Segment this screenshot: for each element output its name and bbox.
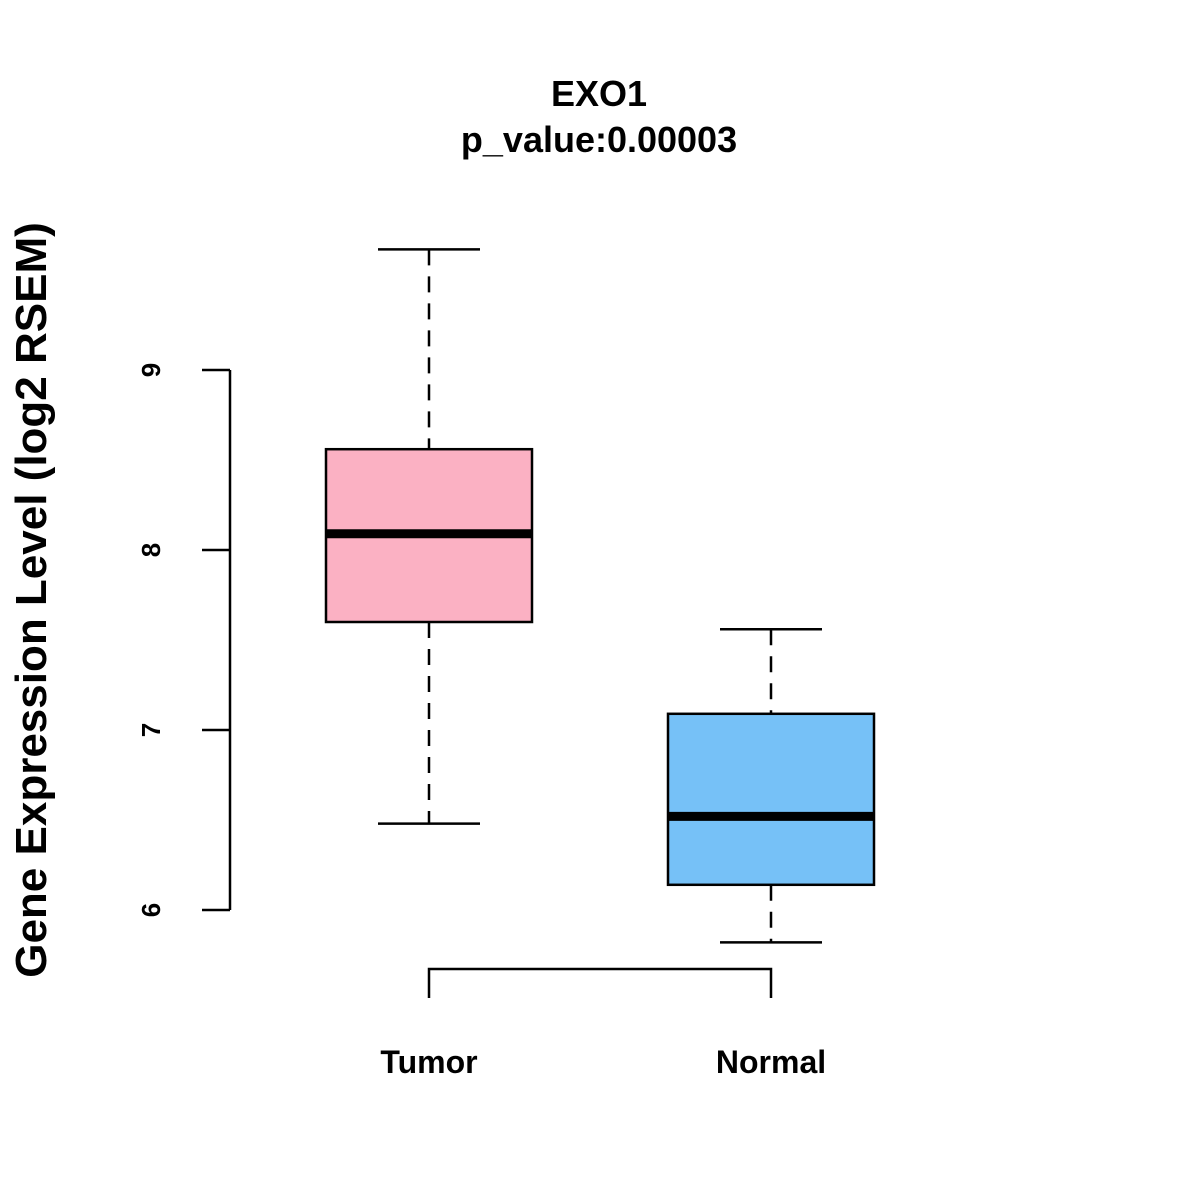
category-label-normal: Normal — [716, 1044, 826, 1080]
y-axis: 6 7 8 9 — [136, 363, 232, 917]
boxes-group — [324, 248, 876, 944]
y-tick-label-7: 7 — [136, 723, 166, 737]
box-tumor — [324, 248, 534, 825]
iqr-box-normal — [666, 712, 876, 887]
y-tick-label-8: 8 — [136, 543, 166, 557]
y-tick-label-9: 9 — [136, 363, 166, 377]
category-labels: Tumor Normal — [380, 1044, 826, 1080]
box-normal — [666, 627, 876, 944]
comparison-bracket — [427, 967, 773, 998]
bracket-line — [427, 967, 773, 998]
y-axis-label: Gene Expression Level (log2 RSEM) — [7, 222, 56, 978]
y-tick-label-6: 6 — [136, 903, 166, 917]
category-label-tumor: Tumor — [380, 1044, 477, 1080]
chart-title: EXO1 — [551, 73, 647, 114]
chart-subtitle: p_value:0.00003 — [461, 119, 737, 160]
